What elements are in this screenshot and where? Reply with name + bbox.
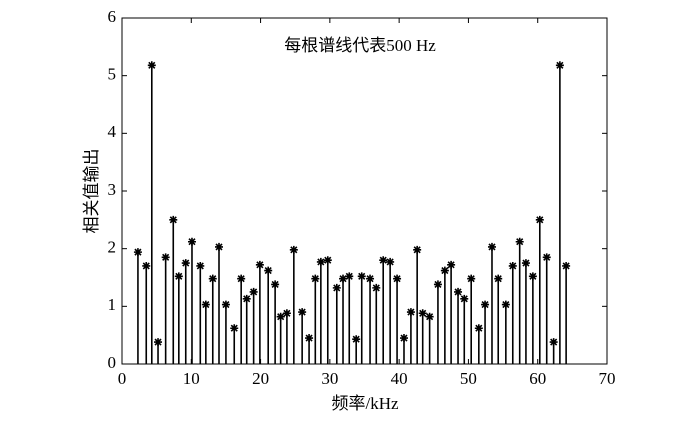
stem-marker [521,259,530,268]
stem-marker [332,283,341,292]
stem-marker [276,312,285,321]
y-tick-label: 2 [108,238,117,257]
x-tick-label: 50 [460,369,477,388]
stem-marker [515,237,524,246]
stem-marker [379,256,388,265]
stem-marker [316,257,325,266]
stem-marker [352,335,361,344]
x-axis-label: 频率/kHz [331,394,398,413]
stem-marker [174,272,183,281]
stem-marker [418,309,427,318]
stem-marker [399,334,408,343]
x-tick-label: 40 [391,369,408,388]
stem-marker [447,260,456,269]
stem-marker [255,260,264,269]
stem-marker [230,324,239,333]
y-tick-label: 5 [108,65,117,84]
stem-marker [181,259,190,268]
stem-marker [271,280,280,289]
stem-marker [555,61,564,70]
stem-marker [154,338,163,347]
stem-marker [372,283,381,292]
stem-marker [393,274,402,283]
stem-marker [440,266,449,275]
stem-marker [289,245,298,254]
stem-marker [345,272,354,281]
stem-marker [535,215,544,224]
stem-marker [237,274,246,283]
y-tick-label: 0 [108,353,117,372]
stem-marker [366,274,375,283]
y-tick-label: 4 [108,122,117,141]
stem-marker [147,61,156,70]
stem-marker [501,300,510,309]
stem-marker [386,257,395,266]
stem-marker [133,248,142,257]
stem-marker [305,334,314,343]
stem-marker [357,272,366,281]
stem-marker [264,266,273,275]
stem-marker [208,274,217,283]
stem-marker [242,294,251,303]
stem-marker [528,272,537,281]
stem-marker [298,308,307,317]
stem-marker [282,309,291,318]
stem-marker [249,287,258,296]
stem-marker [454,287,463,296]
x-tick-label: 30 [321,369,338,388]
stem-marker [542,253,551,262]
y-tick-label: 6 [108,7,117,26]
stem-marker [161,253,170,262]
stem-marker [169,215,178,224]
stem-marker [425,312,434,321]
stem-marker [221,300,230,309]
plot-frame [121,17,608,365]
stem-marker [413,245,422,254]
x-tick-label: 20 [252,369,269,388]
x-tick-label: 60 [529,369,546,388]
stem-marker [494,274,503,283]
stem-marker [562,261,571,270]
stem-marker [201,300,210,309]
stem-marker [196,261,205,270]
stem-marker [339,274,348,283]
stem-marker [406,308,415,317]
stem-marker [508,261,517,270]
x-tick-label: 70 [599,369,616,388]
stem-marker [311,274,320,283]
x-tick-label: 0 [118,369,127,388]
stem-marker [323,256,332,265]
x-tick-label: 10 [183,369,200,388]
y-axis-label: 相关值输出 [82,149,101,234]
stem-marker [474,324,483,333]
stem-marker [187,237,196,246]
stem-marker [433,280,442,289]
stem-marker [215,242,223,251]
stem-marker [142,261,151,270]
stem-marker [467,274,476,283]
annotation: 每根谱线代表500 Hz [284,36,436,55]
y-tick-label: 3 [108,180,117,199]
stem-marker [460,294,469,303]
stem-marker [487,242,496,251]
y-tick-label: 1 [108,295,117,314]
stem-marker [481,300,490,309]
stem-marker [549,338,558,347]
